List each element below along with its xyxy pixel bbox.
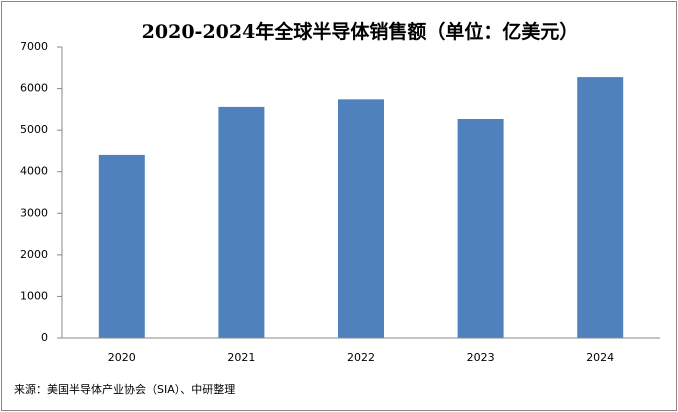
source-note: 来源：美国半导体产业协会（SIA）、中研整理 <box>14 382 235 396</box>
chart-title: 2020-2024年全球半导体销售额（单位：亿美元） <box>142 20 579 43</box>
y-tick-label: 2000 <box>20 248 48 261</box>
bar <box>577 77 624 338</box>
y-tick-label: 7000 <box>20 40 48 53</box>
y-tick-label: 5000 <box>20 123 48 136</box>
y-tick-label: 4000 <box>20 165 48 178</box>
x-tick-label: 2020 <box>108 351 136 364</box>
bar <box>98 154 145 338</box>
x-tick-label: 2021 <box>227 351 255 364</box>
x-tick-label: 2024 <box>586 351 614 364</box>
y-tick-label: 6000 <box>20 82 48 95</box>
bar <box>457 119 504 339</box>
x-tick-label: 2023 <box>467 351 495 364</box>
y-tick-label: 3000 <box>20 206 48 219</box>
bar <box>338 99 384 338</box>
y-tick-label: 0 <box>41 331 48 344</box>
y-tick-label: 1000 <box>20 289 48 302</box>
bar <box>218 106 265 339</box>
x-tick-label: 2022 <box>347 351 375 364</box>
